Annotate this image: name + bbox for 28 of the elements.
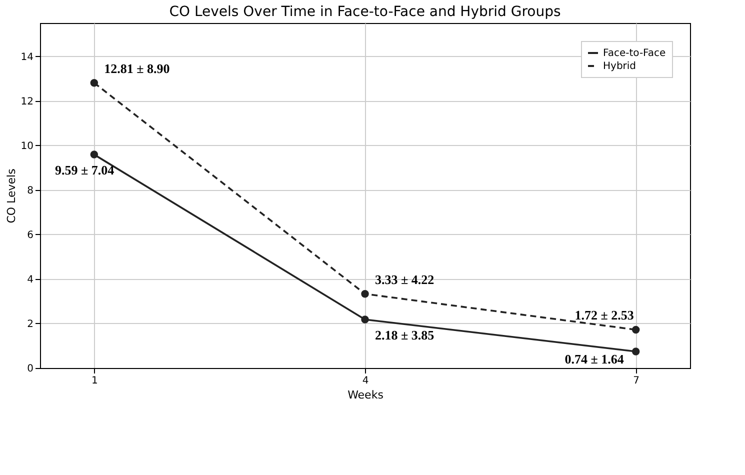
annotation: 3.33 ± 4.22 [375, 272, 434, 287]
chart-title: CO Levels Over Time in Face-to-Face and Hybrid Groups [169, 4, 561, 20]
annotation: 12.81 ± 8.90 [104, 60, 170, 76]
point [90, 79, 98, 87]
y-tick-label: 8 [27, 185, 34, 196]
x-tick-label: 4 [362, 376, 369, 386]
x-tick-label: 1 [91, 376, 98, 386]
y-tick-label: 10 [20, 140, 34, 152]
point [361, 316, 369, 324]
y-tick-label: 4 [27, 274, 34, 286]
point [632, 326, 640, 334]
y-tick-label: 12 [20, 96, 34, 108]
y-tick-label: 0 [27, 364, 34, 374]
y-tick-label: 14 [20, 52, 34, 63]
y-axis-title: CO Levels [4, 168, 18, 224]
point [632, 348, 640, 356]
annotation: 9.59 ± 7.04 [55, 162, 115, 178]
annotation: 2.18 ± 3.85 [375, 327, 435, 342]
annotation: 1.72 ± 2.53 [574, 308, 634, 323]
point [361, 290, 369, 298]
y-tick-label: 2 [27, 318, 34, 330]
legend-label: Hybrid [603, 61, 636, 72]
x-tick-label: 7 [633, 376, 640, 386]
point [90, 150, 98, 158]
annotation: 0.74 ± 1.64 [564, 352, 624, 367]
legend-label: Face-to-Face [603, 48, 666, 59]
y-tick-label: 6 [27, 230, 34, 241]
x-axis-title: Weeks [348, 388, 384, 402]
